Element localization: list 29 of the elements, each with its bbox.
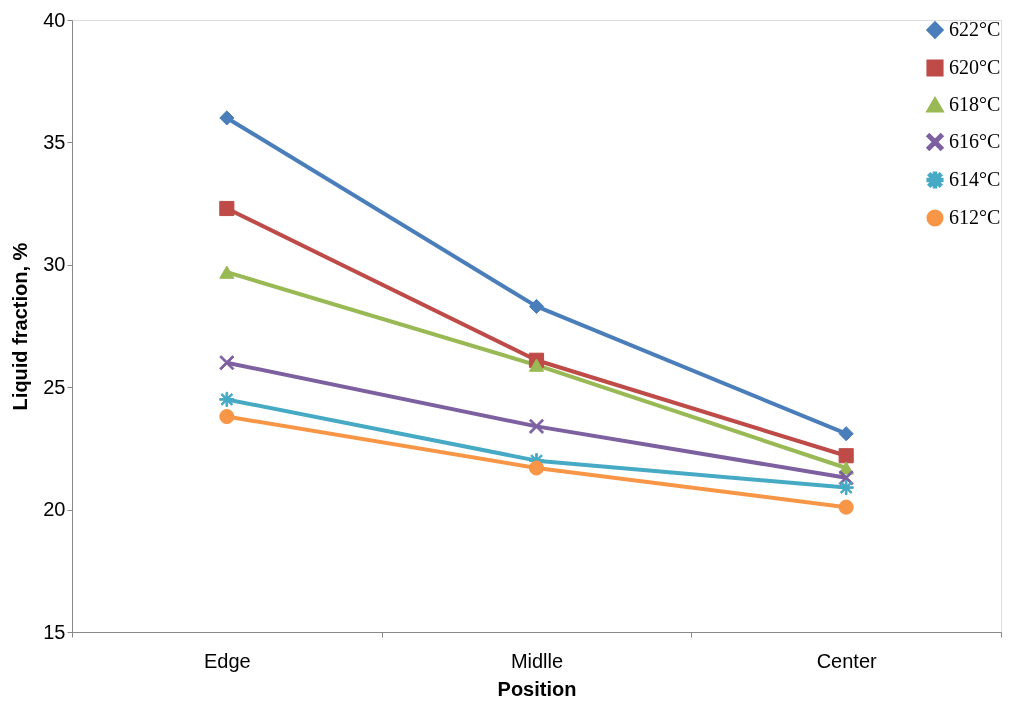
- point: [219, 110, 235, 126]
- y-tick-label: 35: [43, 130, 66, 153]
- y-tick-label: 30: [43, 253, 66, 276]
- point: [528, 418, 545, 434]
- point: [219, 265, 235, 279]
- legend-label: 620°C: [949, 56, 1001, 78]
- point: [838, 499, 854, 515]
- point: [219, 355, 235, 371]
- point: [528, 298, 545, 314]
- x-tick-label: Center: [816, 649, 878, 672]
- y-tick-label: 40: [43, 8, 66, 31]
- y-tick-label: 15: [43, 620, 66, 643]
- x-tick-label: Edge: [203, 649, 251, 672]
- legend-label: 614°C: [949, 168, 1001, 190]
- y-axis-title: Liquid fraction, %: [9, 242, 32, 411]
- legend-label: 622°C: [949, 18, 1001, 40]
- y-tick-label: 25: [43, 375, 66, 398]
- point: [838, 426, 854, 442]
- point: [219, 409, 235, 425]
- y-tick-label: 20: [43, 498, 66, 521]
- legend-label: 612°C: [949, 206, 1001, 228]
- legend-label: 616°C: [949, 130, 1001, 152]
- legend-label: 618°C: [949, 93, 1001, 115]
- x-axis-title: Position: [497, 677, 577, 700]
- point: [838, 448, 854, 464]
- point: [528, 460, 545, 476]
- point: [528, 358, 545, 372]
- point: [219, 200, 235, 217]
- x-tick-label: Midlle: [510, 649, 564, 672]
